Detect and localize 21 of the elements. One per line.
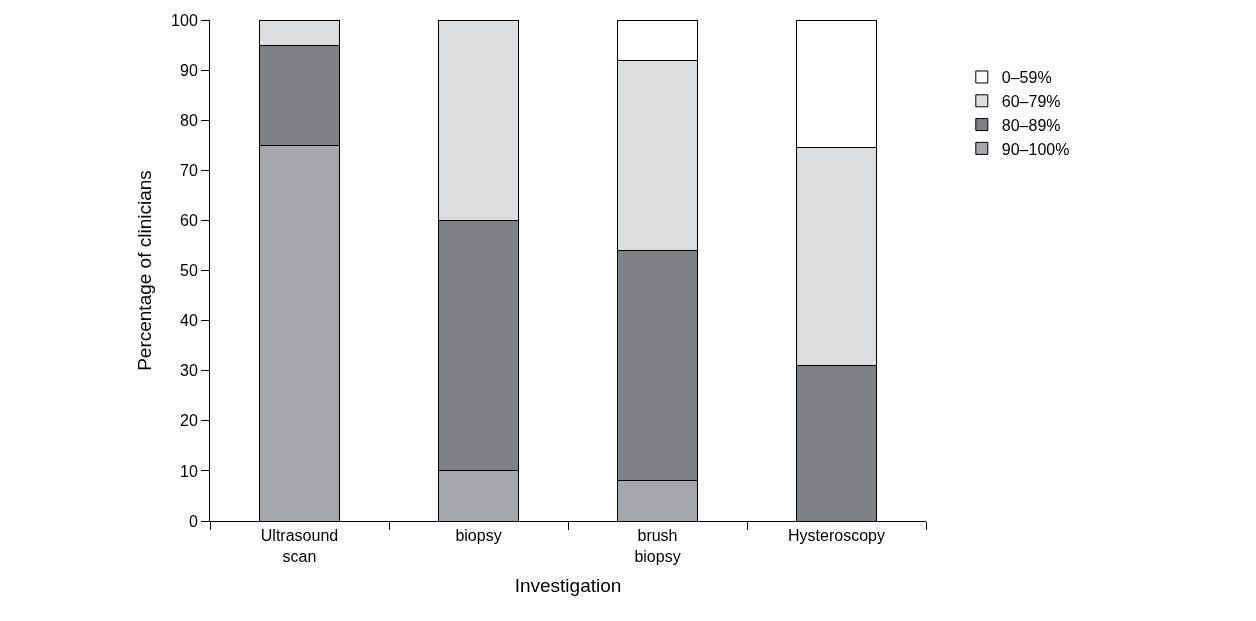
y-tick-label: 40 xyxy=(180,312,198,330)
x-tick-label: Ultrasound scan xyxy=(260,527,339,565)
y-tick-label: 80 xyxy=(180,111,198,129)
y-tick-label: 10 xyxy=(180,462,198,480)
y-tick-label: 70 xyxy=(180,161,198,179)
y-tick-label: 30 xyxy=(180,362,198,380)
y-tick-label: 60 xyxy=(180,212,198,229)
x-axis-title: Investigation xyxy=(514,574,622,596)
legend-label: 60–79% xyxy=(1001,93,1061,111)
legend-label: 0–59% xyxy=(1001,69,1052,87)
y-tick-label: 100 xyxy=(171,11,198,29)
y-tick-label: 90 xyxy=(180,61,198,79)
y-tick-label: 0 xyxy=(188,512,198,530)
x-tick-label: Hysteroscopy xyxy=(788,527,885,545)
x-tick-label: biopsy xyxy=(455,527,502,545)
y-axis-title: Percentage of clinicians xyxy=(133,170,155,371)
y-tick-label: 20 xyxy=(180,412,198,430)
legend-label: 80–89% xyxy=(1001,116,1061,134)
legend-label: 90–100% xyxy=(1001,140,1070,158)
x-tick-label: brush biopsy xyxy=(634,527,681,565)
y-tick-label: 50 xyxy=(180,262,198,280)
